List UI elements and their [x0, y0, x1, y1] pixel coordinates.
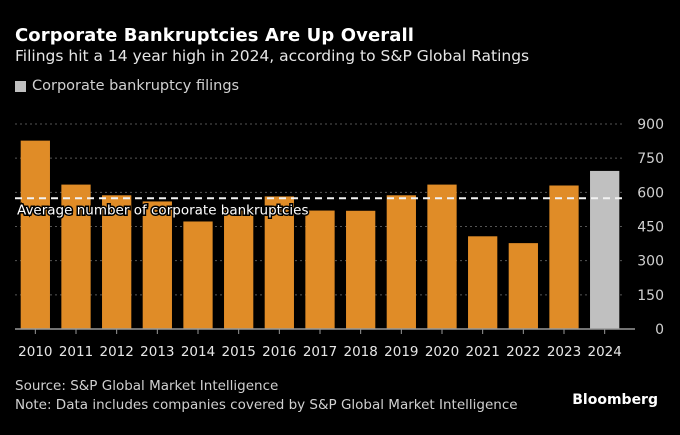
x-tick-label: 2013 — [140, 344, 174, 360]
bar — [102, 195, 132, 329]
x-tick-label: 2020 — [425, 344, 459, 360]
source-note: Source: S&P Global Market Intelligence — [15, 378, 279, 394]
chart-title: Corporate Bankruptcies Are Up Overall — [15, 25, 415, 46]
bar — [183, 221, 213, 329]
y-tick-label: 0 — [655, 322, 664, 338]
bar — [264, 196, 294, 329]
x-tick-label: 2015 — [221, 344, 255, 360]
y-tick-label: 600 — [637, 185, 664, 201]
legend-label: Corporate bankruptcy filings — [32, 78, 240, 94]
x-tick-label: 2016 — [262, 344, 296, 360]
data-note: Note: Data includes companies covered by… — [15, 397, 518, 413]
x-tick-label: 2010 — [18, 344, 52, 360]
x-tick-label: 2022 — [506, 344, 540, 360]
bar — [590, 170, 620, 329]
x-tick-label: 2011 — [59, 344, 93, 360]
legend: Corporate bankruptcy filings — [15, 78, 239, 94]
y-tick-label: 450 — [637, 220, 664, 236]
average-label: Average number of corporate bankruptcies — [17, 202, 308, 218]
bar — [549, 185, 579, 329]
x-tick-label: 2014 — [181, 344, 215, 360]
legend-swatch — [15, 80, 26, 92]
x-tick-label: 2019 — [384, 344, 418, 360]
x-tick-label: 2017 — [303, 344, 337, 360]
chart-subtitle: Filings hit a 14 year high in 2024, acco… — [15, 47, 530, 65]
x-tick-label: 2024 — [587, 344, 621, 360]
bar — [61, 184, 91, 329]
bar — [468, 236, 498, 329]
bar — [346, 210, 376, 329]
x-tick-label: 2012 — [99, 344, 133, 360]
bar — [142, 201, 172, 329]
bar — [427, 184, 457, 329]
x-tick-label: 2021 — [465, 344, 499, 360]
bar — [224, 210, 254, 329]
y-tick-label: 750 — [637, 151, 664, 167]
y-tick-label: 300 — [637, 254, 664, 270]
x-tick-label: 2023 — [547, 344, 581, 360]
bar — [508, 243, 538, 329]
y-tick-label: 150 — [637, 288, 664, 304]
bar — [305, 210, 335, 329]
bar — [20, 140, 50, 329]
y-tick-label: 900 — [637, 117, 664, 133]
bar — [386, 195, 416, 329]
x-tick-label: 2018 — [343, 344, 377, 360]
bloomberg-logo: Bloomberg — [572, 392, 658, 408]
